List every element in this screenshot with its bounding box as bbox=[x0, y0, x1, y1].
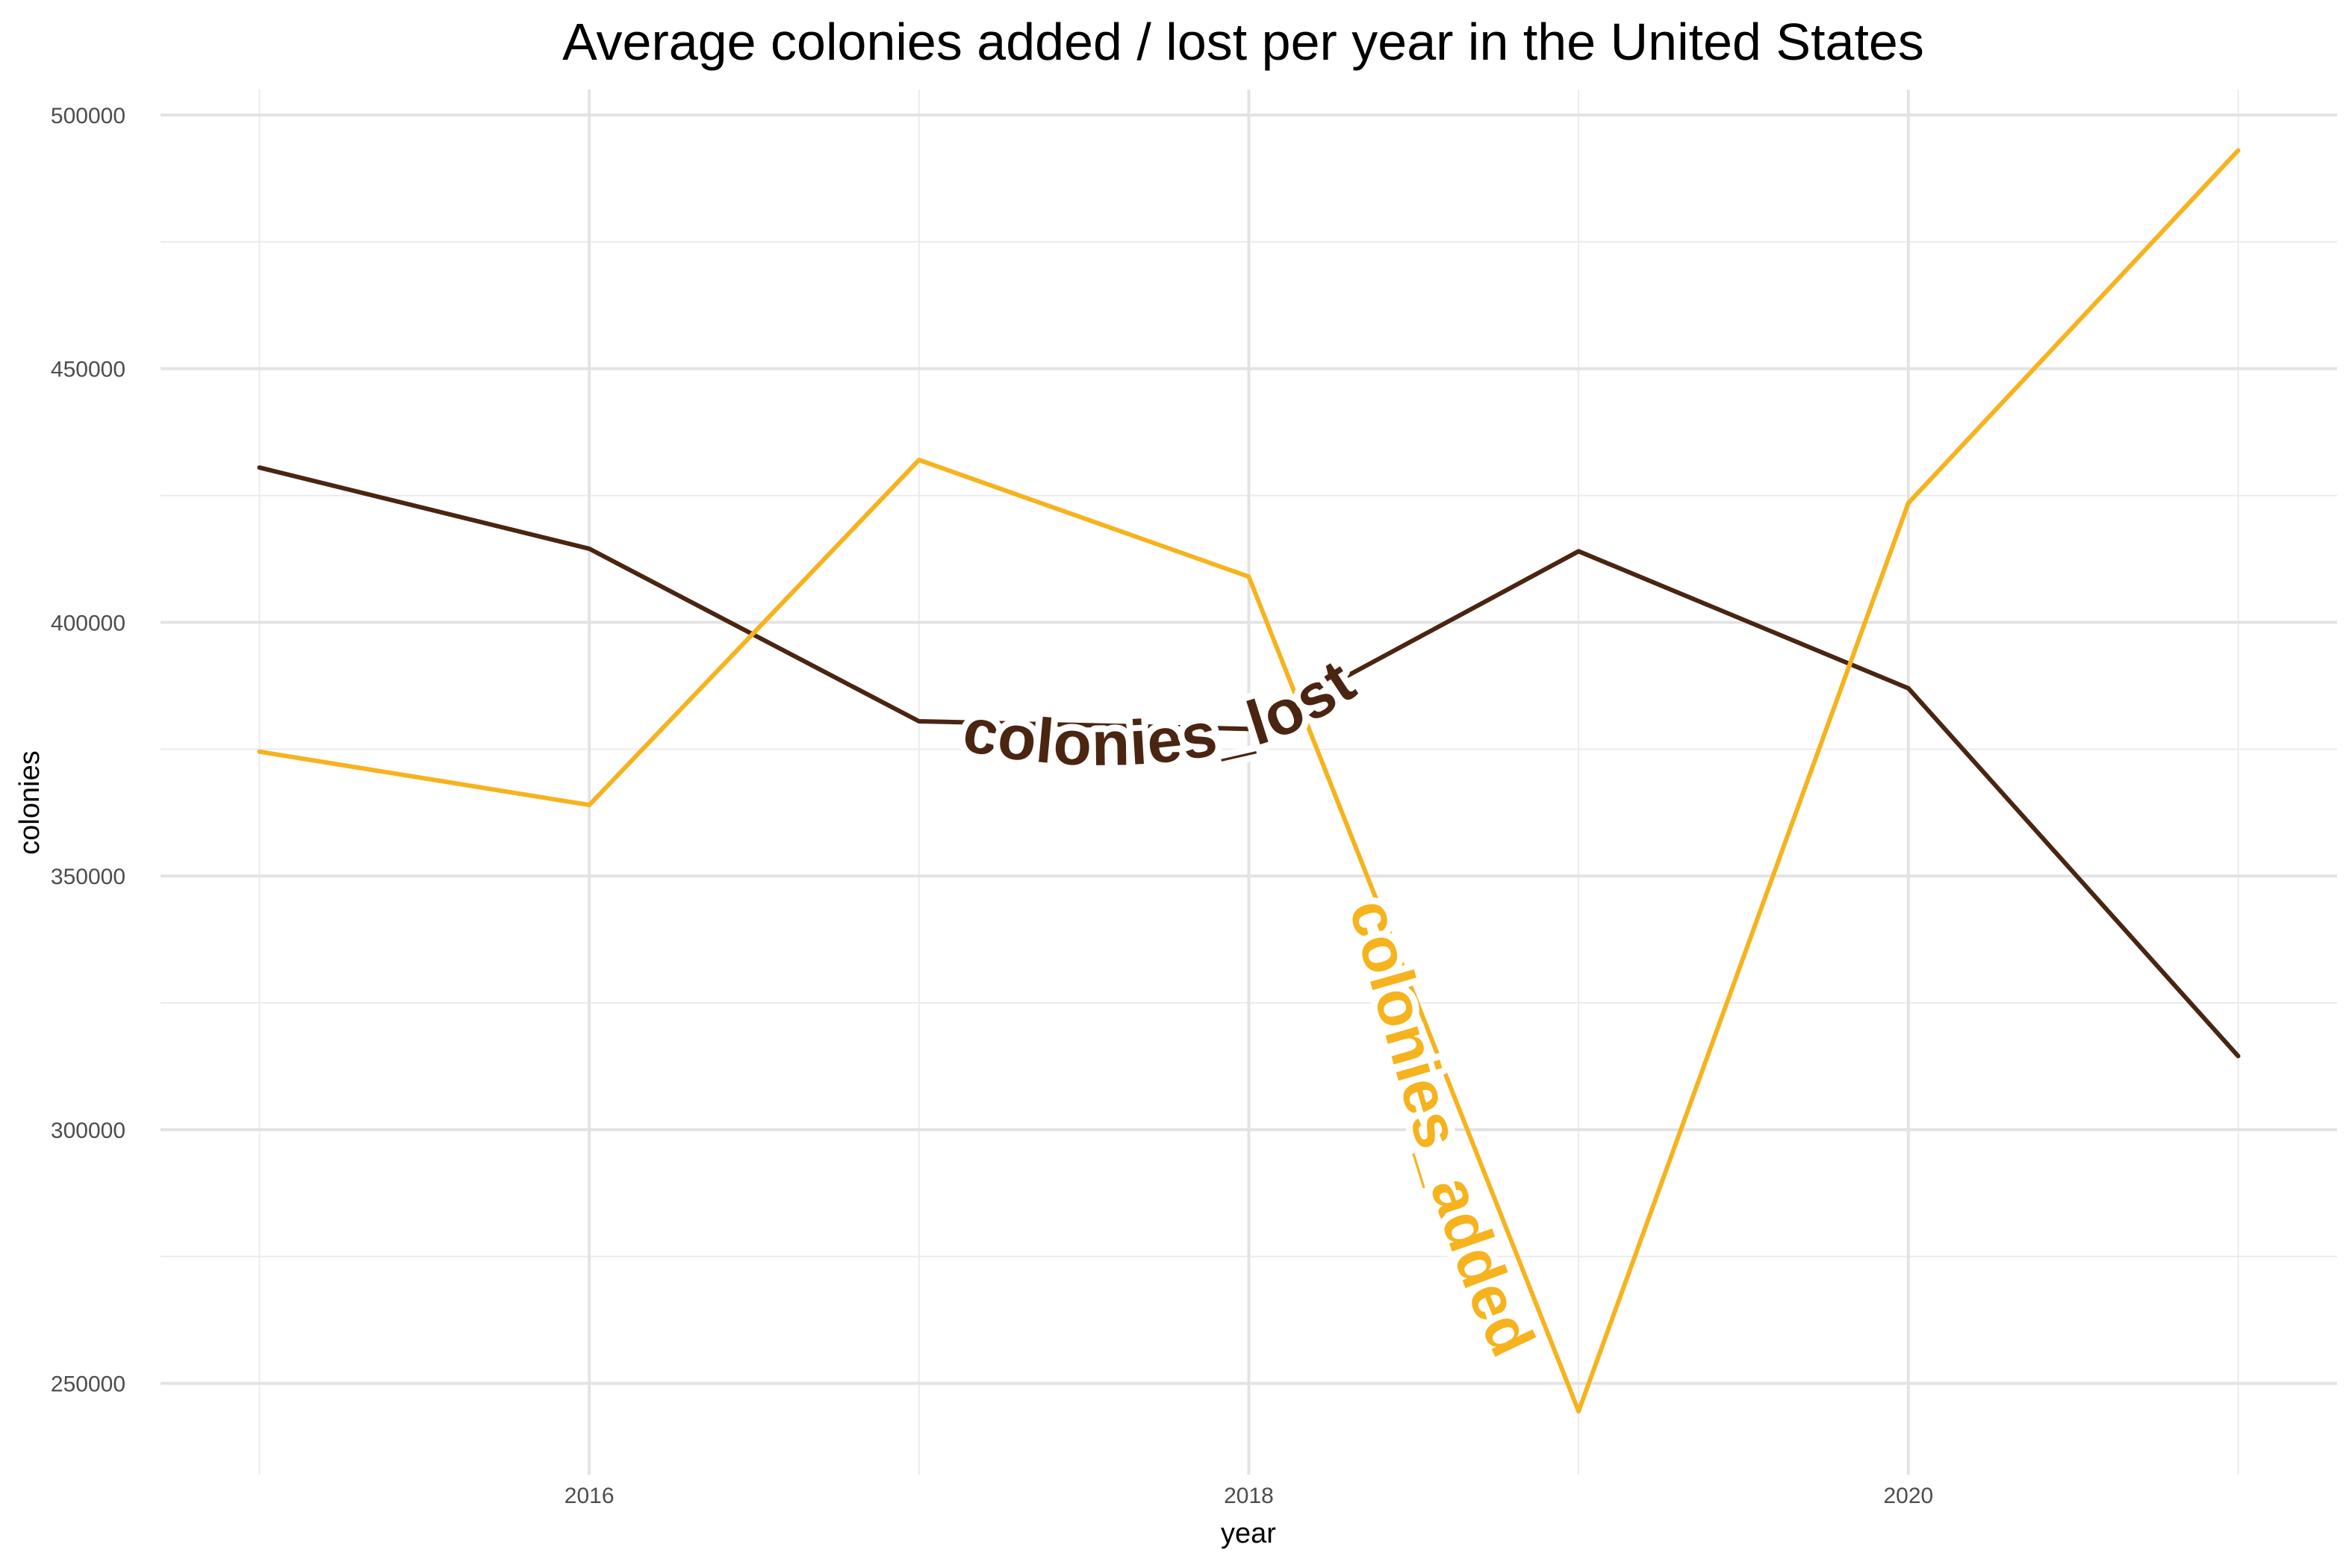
x-tick-label: 2016 bbox=[564, 1484, 615, 1508]
x-tick-label: 2020 bbox=[1883, 1484, 1933, 1508]
y-tick-label: 450000 bbox=[51, 358, 125, 382]
y-tick-label: 250000 bbox=[51, 1372, 125, 1397]
chart-title: Average colonies added / lost per year i… bbox=[562, 13, 1924, 71]
y-tick-label: 300000 bbox=[51, 1119, 125, 1143]
series-lines bbox=[257, 148, 2241, 1414]
y-axis-title: colonies bbox=[14, 750, 46, 854]
y-tick-label: 350000 bbox=[51, 865, 125, 889]
y-axis-tick-labels: 250000 300000 350000 400000 450000 500000 bbox=[51, 104, 125, 1397]
major-gridlines bbox=[161, 90, 2337, 1475]
y-tick-label: 500000 bbox=[51, 104, 125, 128]
series-line-colonies-lost bbox=[257, 465, 2241, 1059]
x-tick-label: 2018 bbox=[1224, 1484, 1274, 1508]
series-line-colonies-added bbox=[257, 148, 2241, 1414]
y-tick-label: 400000 bbox=[51, 611, 125, 635]
x-axis-title: year bbox=[1221, 1518, 1276, 1549]
x-axis-tick-labels: 2016 2018 2020 bbox=[564, 1484, 1933, 1508]
